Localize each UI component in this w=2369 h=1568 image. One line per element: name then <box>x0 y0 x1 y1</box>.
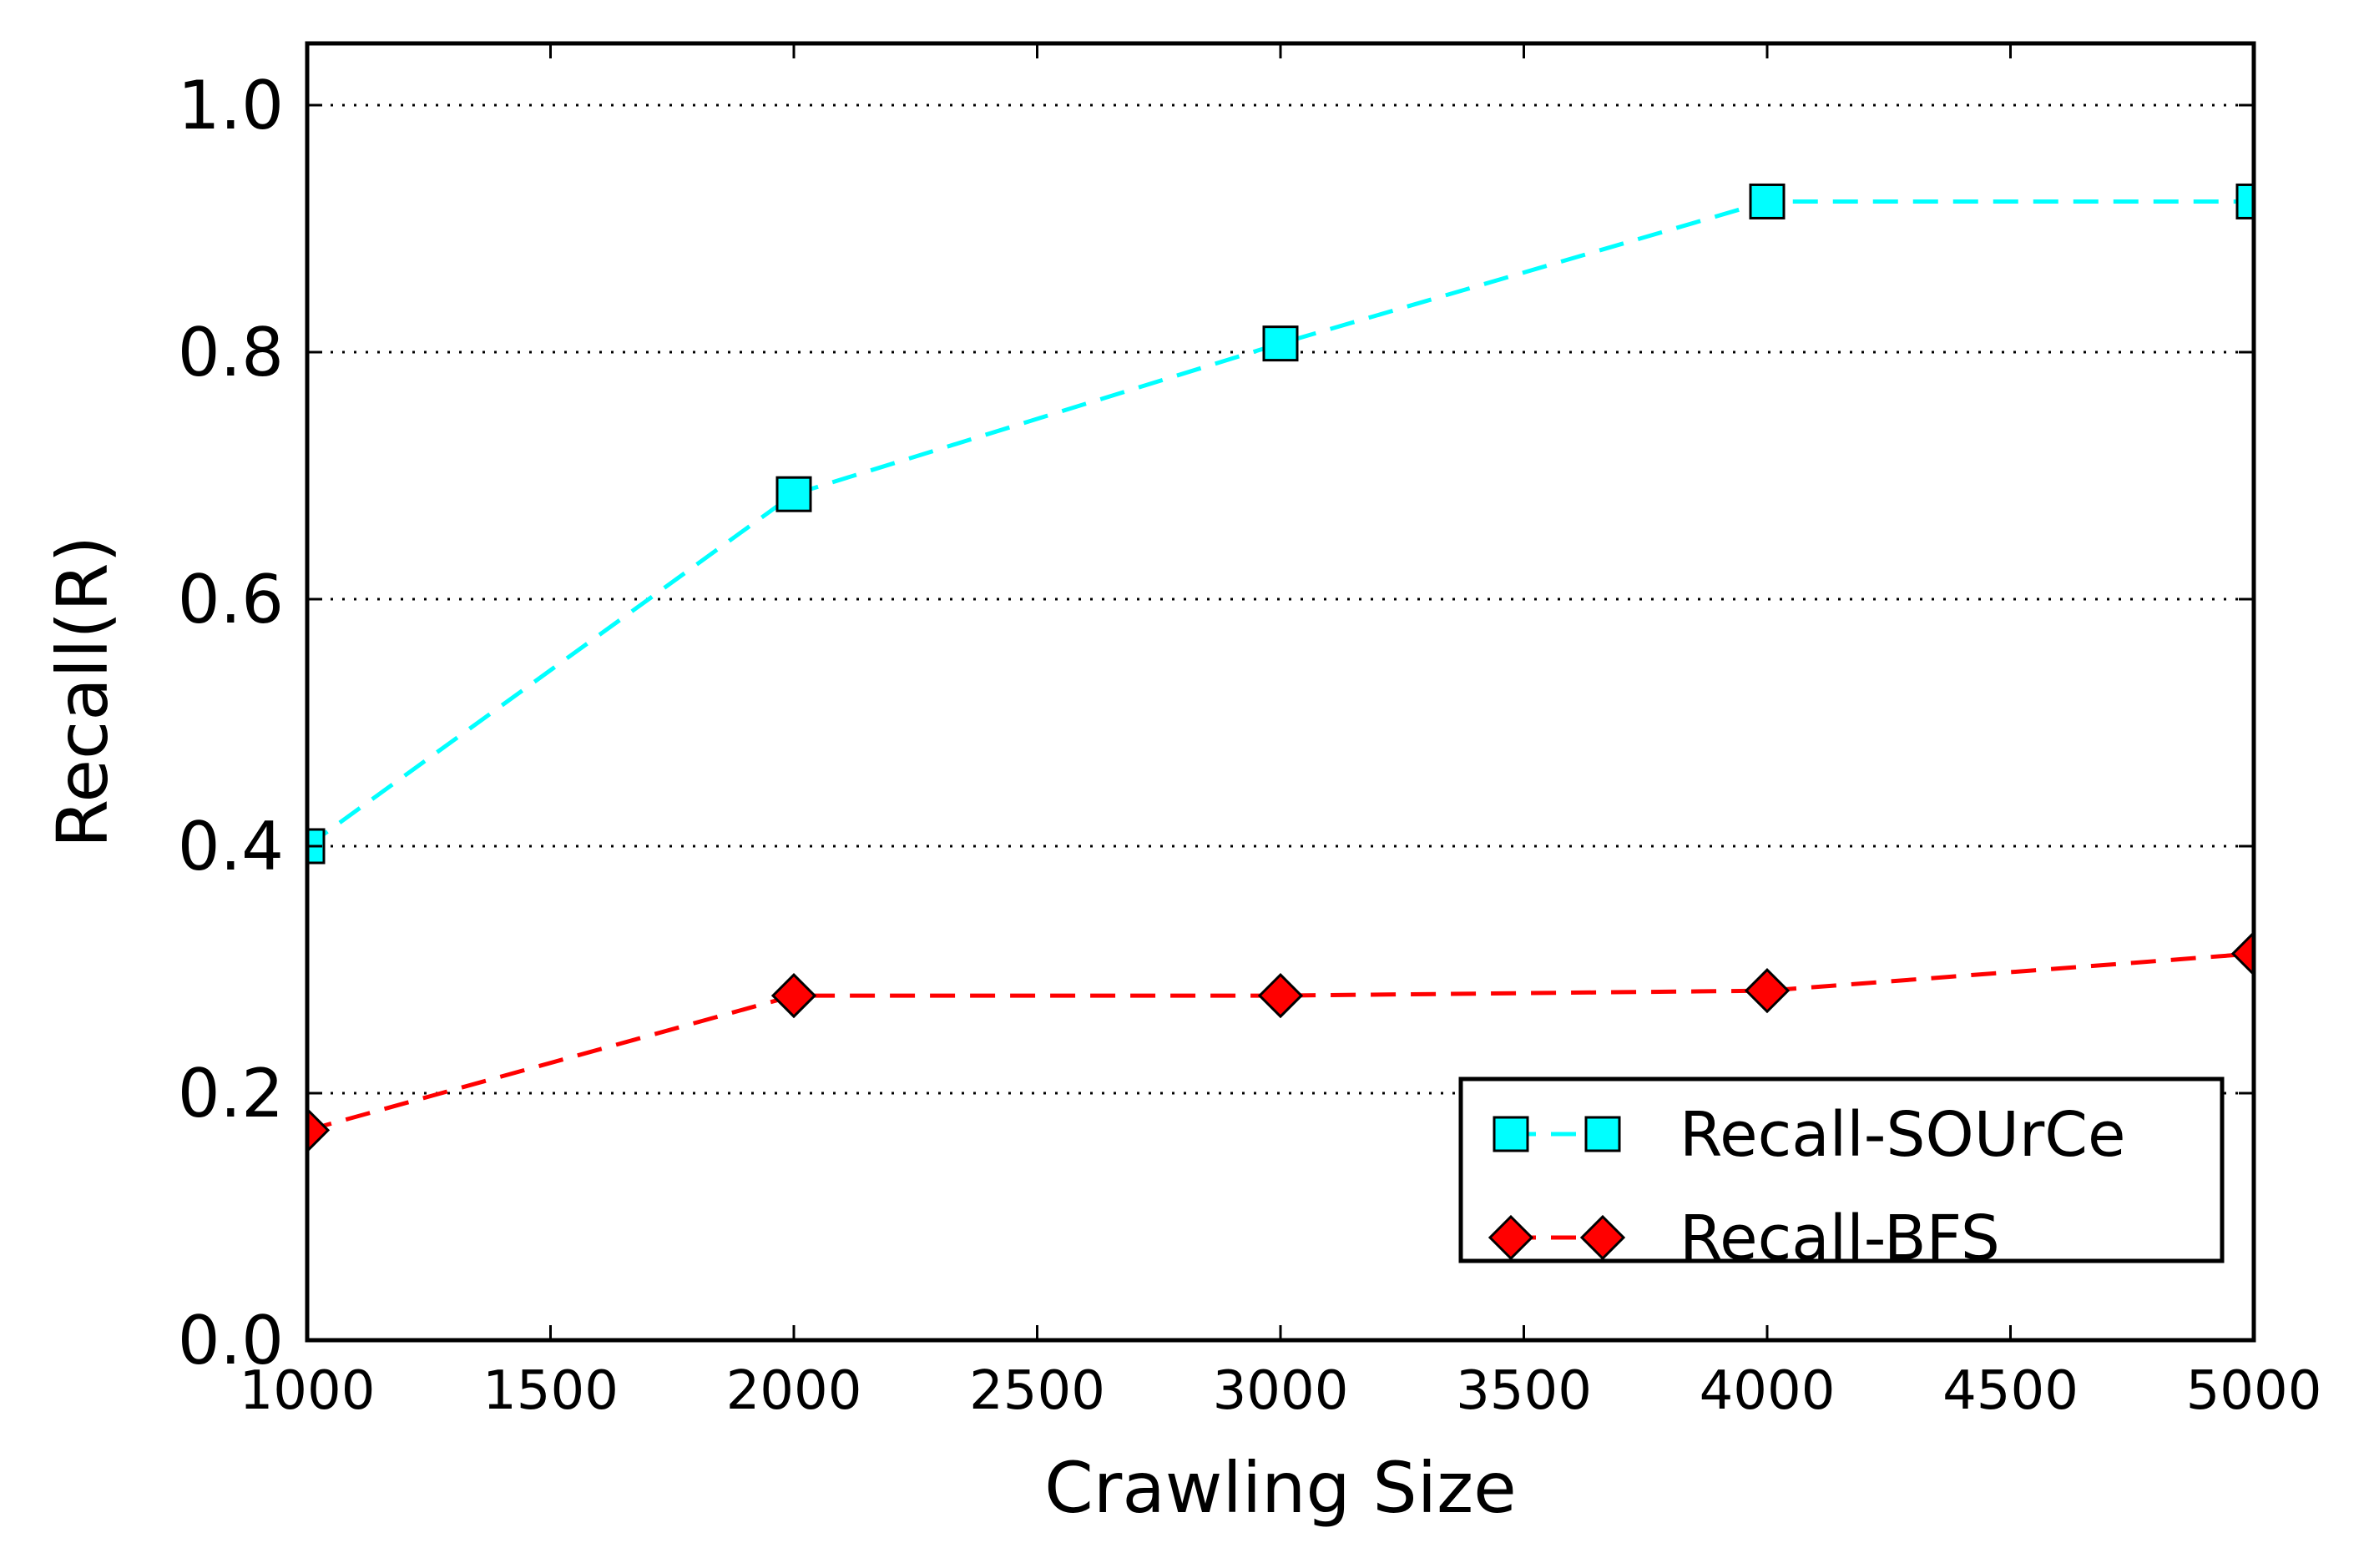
x-tick-label: 1500 <box>482 1360 619 1422</box>
x-tick-label: 3500 <box>1456 1360 1592 1422</box>
x-tick-label: 5000 <box>2186 1360 2322 1422</box>
grid-lines <box>307 103 2254 1095</box>
series-recall-source <box>307 183 2254 865</box>
y-tick-label: 0.4 <box>178 808 284 885</box>
data-point <box>307 1107 331 1153</box>
tick-labels: 0.0 0.2 0.4 0.6 0.8 1.0 1000 1500 2000 2500 3000 35… <box>178 67 2322 1422</box>
data-point <box>1744 968 1791 1014</box>
axis-ticks <box>306 43 2255 1342</box>
y-tick-label: 0.8 <box>178 314 284 391</box>
x-tick-label: 4000 <box>1700 1360 1836 1422</box>
y-tick-label: 0.0 <box>178 1302 284 1379</box>
x-tick-label: 3000 <box>1213 1360 1349 1422</box>
data-point <box>1262 325 1299 362</box>
legend-marker <box>1493 1116 1529 1152</box>
x-axis-title: Crawling Size <box>1044 1447 1517 1529</box>
legend-label: Recall-SOUrCe <box>1680 1099 2125 1171</box>
legend-marker <box>1579 1214 1626 1261</box>
legend: Recall-SOUrCe Recall-BFS <box>1458 1076 2225 1274</box>
y-axis-title: Recall(R) <box>42 536 124 849</box>
legend-marker <box>1584 1116 1621 1152</box>
x-tick-label: 4500 <box>1942 1360 2079 1422</box>
x-tick-label: 2000 <box>726 1360 862 1422</box>
data-point <box>775 476 812 512</box>
y-tick-label: 0.2 <box>178 1055 284 1132</box>
y-tick-label: 1.0 <box>178 67 284 144</box>
data-point <box>2235 183 2254 219</box>
data-point <box>1749 183 1786 219</box>
legend-label: Recall-BFS <box>1680 1202 2000 1274</box>
data-point <box>2230 930 2254 976</box>
series-line <box>307 199 2254 849</box>
x-tick-label: 1000 <box>240 1360 376 1422</box>
data-point <box>1257 972 1304 1019</box>
data-point <box>770 972 817 1019</box>
y-tick-label: 0.6 <box>178 561 284 638</box>
x-tick-label: 2500 <box>969 1360 1105 1422</box>
series-line <box>307 951 2254 1132</box>
legend-marker <box>1488 1214 1534 1261</box>
series-group <box>307 183 2254 1153</box>
series-recall-bfs <box>307 930 2254 1153</box>
